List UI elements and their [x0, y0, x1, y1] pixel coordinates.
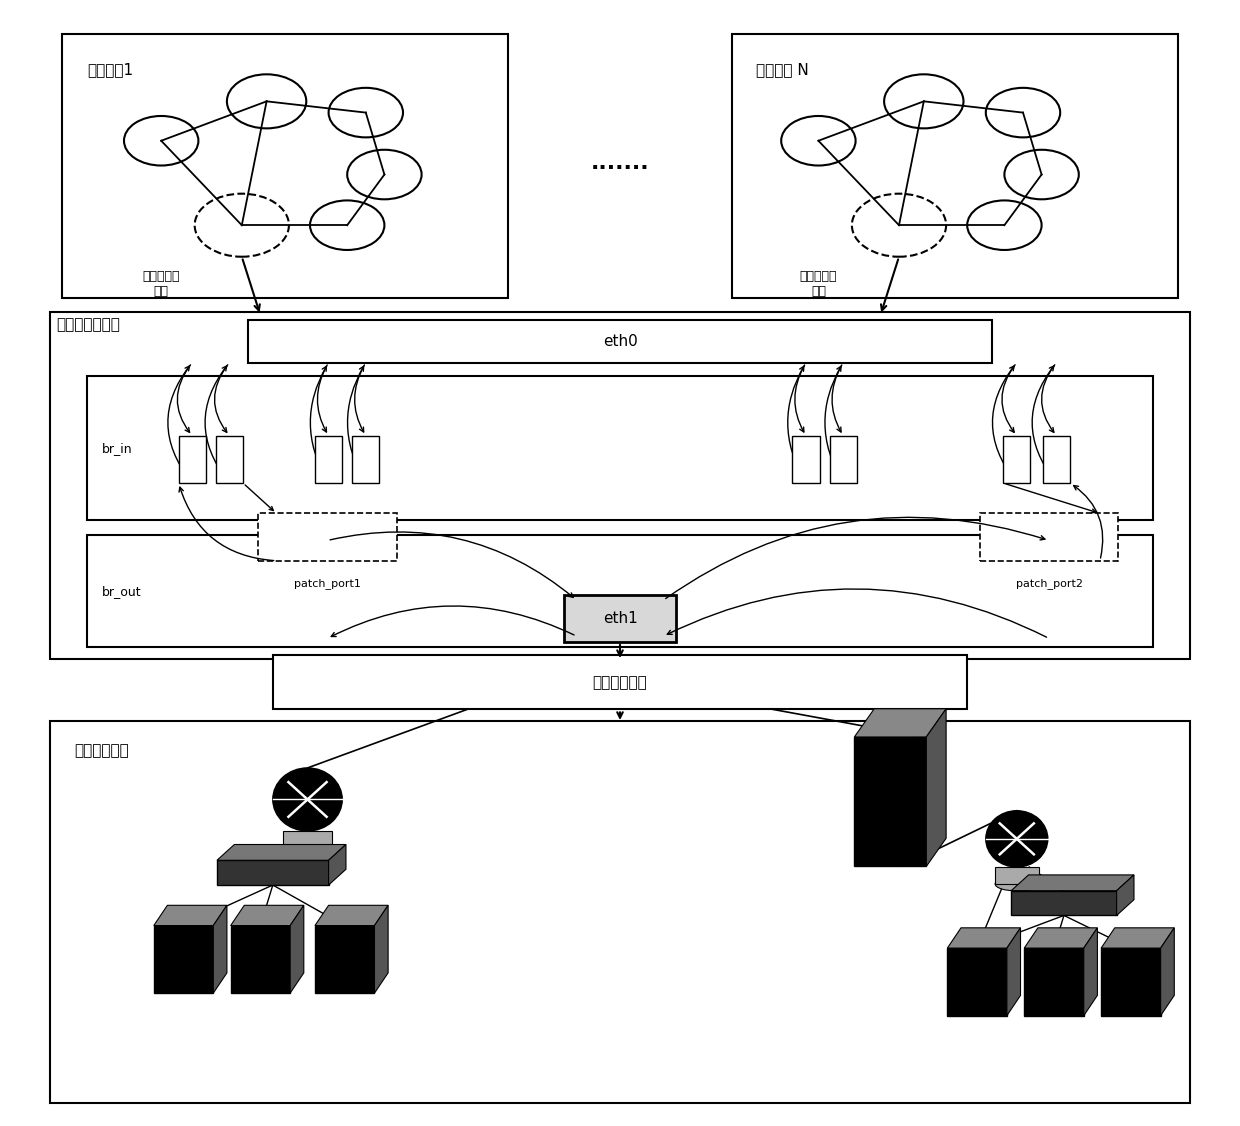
Polygon shape — [217, 844, 346, 860]
Polygon shape — [1012, 875, 1133, 891]
FancyBboxPatch shape — [258, 513, 397, 561]
FancyBboxPatch shape — [231, 926, 290, 993]
Ellipse shape — [347, 150, 422, 199]
FancyBboxPatch shape — [1003, 436, 1030, 483]
Polygon shape — [1007, 928, 1021, 1016]
FancyBboxPatch shape — [1043, 436, 1070, 483]
FancyBboxPatch shape — [830, 436, 857, 483]
Circle shape — [986, 811, 1048, 867]
Text: 实物接入设备: 实物接入设备 — [593, 674, 647, 690]
FancyBboxPatch shape — [564, 595, 676, 642]
FancyBboxPatch shape — [179, 436, 206, 483]
Polygon shape — [374, 905, 388, 993]
FancyBboxPatch shape — [273, 655, 967, 709]
FancyBboxPatch shape — [947, 948, 1007, 1016]
FancyBboxPatch shape — [216, 436, 243, 483]
FancyBboxPatch shape — [854, 738, 926, 867]
FancyBboxPatch shape — [50, 312, 1190, 659]
Polygon shape — [213, 905, 227, 993]
Ellipse shape — [967, 200, 1042, 250]
FancyBboxPatch shape — [732, 34, 1178, 298]
FancyBboxPatch shape — [1101, 948, 1161, 1016]
Ellipse shape — [310, 200, 384, 250]
Ellipse shape — [986, 88, 1060, 137]
Ellipse shape — [852, 194, 946, 257]
Text: patch_port1: patch_port1 — [294, 578, 361, 589]
Ellipse shape — [195, 194, 289, 257]
FancyBboxPatch shape — [217, 860, 329, 885]
Polygon shape — [231, 905, 304, 926]
Text: 测试实物设备: 测试实物设备 — [74, 743, 129, 758]
Polygon shape — [947, 928, 1021, 948]
Text: br_out: br_out — [102, 584, 141, 598]
FancyBboxPatch shape — [315, 436, 342, 483]
Polygon shape — [315, 905, 388, 926]
FancyBboxPatch shape — [994, 867, 1039, 884]
Ellipse shape — [884, 74, 963, 128]
Ellipse shape — [994, 877, 1039, 891]
Polygon shape — [1084, 928, 1097, 1016]
FancyBboxPatch shape — [50, 721, 1190, 1103]
FancyBboxPatch shape — [1024, 948, 1084, 1016]
Ellipse shape — [227, 74, 306, 128]
FancyBboxPatch shape — [980, 513, 1118, 561]
Text: 虚拟网络1: 虚拟网络1 — [87, 62, 133, 77]
FancyBboxPatch shape — [1012, 891, 1116, 915]
Text: patch_port2: patch_port2 — [1016, 578, 1083, 589]
Text: 虚拟网络接
入点: 虚拟网络接 入点 — [800, 270, 837, 298]
Ellipse shape — [283, 840, 332, 856]
Text: eth1: eth1 — [603, 610, 637, 626]
FancyBboxPatch shape — [352, 436, 379, 483]
FancyBboxPatch shape — [283, 831, 332, 848]
FancyBboxPatch shape — [154, 926, 213, 993]
Ellipse shape — [781, 116, 856, 166]
Text: br_in: br_in — [102, 441, 133, 455]
Circle shape — [273, 768, 342, 831]
Text: 虚拟网络 N: 虚拟网络 N — [756, 62, 810, 77]
Polygon shape — [926, 709, 946, 867]
FancyBboxPatch shape — [87, 376, 1153, 520]
FancyBboxPatch shape — [248, 320, 992, 363]
Ellipse shape — [124, 116, 198, 166]
Polygon shape — [1116, 875, 1133, 915]
Text: 虚拟网络接
入点: 虚拟网络接 入点 — [143, 270, 180, 298]
Polygon shape — [1161, 928, 1174, 1016]
Polygon shape — [154, 905, 227, 926]
Polygon shape — [290, 905, 304, 993]
Polygon shape — [1024, 928, 1097, 948]
FancyBboxPatch shape — [315, 926, 374, 993]
Ellipse shape — [1004, 150, 1079, 199]
Polygon shape — [854, 709, 946, 738]
FancyBboxPatch shape — [792, 436, 820, 483]
Text: eth0: eth0 — [603, 333, 637, 349]
FancyBboxPatch shape — [62, 34, 508, 298]
Text: 流量处理服务器: 流量处理服务器 — [56, 318, 120, 332]
Text: .......: ....... — [590, 153, 650, 173]
Polygon shape — [1101, 928, 1174, 948]
FancyBboxPatch shape — [87, 535, 1153, 647]
Polygon shape — [329, 844, 346, 885]
Ellipse shape — [329, 88, 403, 137]
